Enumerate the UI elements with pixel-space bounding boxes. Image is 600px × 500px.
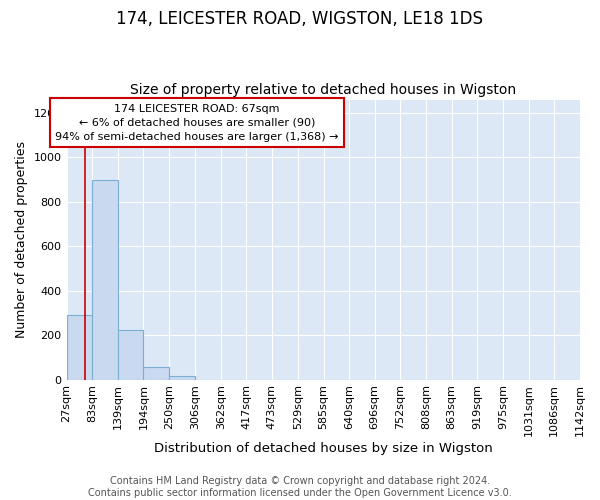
X-axis label: Distribution of detached houses by size in Wigston: Distribution of detached houses by size … xyxy=(154,442,493,455)
Bar xyxy=(143,368,169,380)
Bar xyxy=(92,180,118,380)
Bar xyxy=(169,376,195,380)
Text: Contains HM Land Registry data © Crown copyright and database right 2024.
Contai: Contains HM Land Registry data © Crown c… xyxy=(88,476,512,498)
Title: Size of property relative to detached houses in Wigston: Size of property relative to detached ho… xyxy=(130,83,517,97)
Text: 174, LEICESTER ROAD, WIGSTON, LE18 1DS: 174, LEICESTER ROAD, WIGSTON, LE18 1DS xyxy=(116,10,484,28)
Bar xyxy=(118,330,143,380)
Y-axis label: Number of detached properties: Number of detached properties xyxy=(15,141,28,338)
Text: 174 LEICESTER ROAD: 67sqm
← 6% of detached houses are smaller (90)
94% of semi-d: 174 LEICESTER ROAD: 67sqm ← 6% of detach… xyxy=(55,104,338,142)
Bar xyxy=(67,315,92,380)
